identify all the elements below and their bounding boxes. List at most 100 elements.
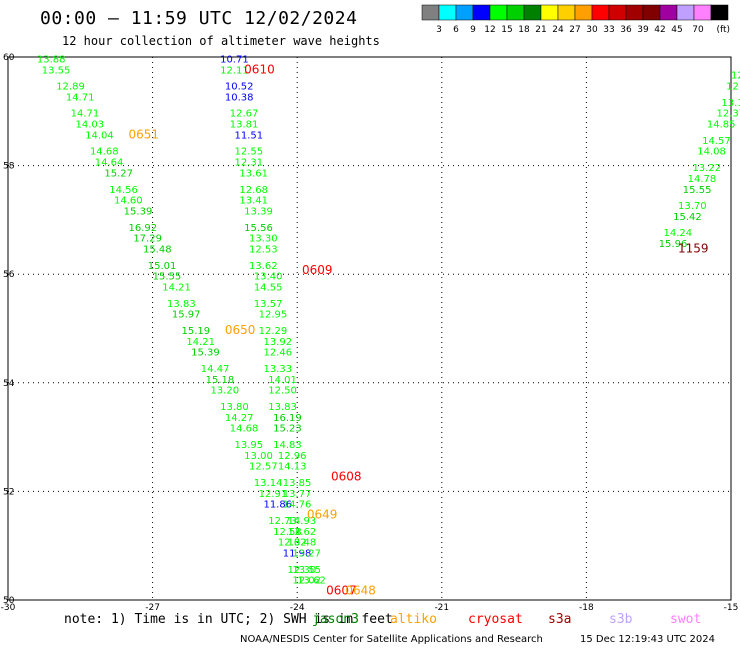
legend-tick-label: 6: [453, 25, 459, 35]
satellite-s3b: s3b: [609, 612, 633, 627]
y-tick-label: 56: [3, 270, 15, 280]
pass-time-label: 1159: [678, 241, 709, 255]
y-tick-label: 52: [3, 487, 14, 497]
wave-height-point: 12.11: [220, 65, 249, 76]
wave-height-point: 12.30: [288, 565, 317, 576]
wave-height-point: 12.67: [230, 109, 259, 120]
wave-height-point: 15.23: [273, 424, 302, 435]
satellite-cryosat: cryosat: [468, 612, 523, 627]
wave-height-point: 12.55: [235, 147, 264, 158]
wave-height-point: 13.33: [263, 364, 292, 375]
wave-height-point: 12.37: [717, 109, 740, 120]
wave-height-point: 17.29: [133, 234, 162, 245]
wave-height-point: 14.24: [664, 228, 693, 239]
wave-height-point: 14.60: [114, 196, 143, 207]
legend-tick-label: 42: [654, 25, 665, 35]
wave-height-point: 12.68: [239, 185, 268, 196]
wave-height-point: 13.83: [167, 299, 196, 310]
wave-height-point: 15.56: [244, 223, 273, 234]
legend-tick-label: 70: [692, 25, 704, 35]
wave-height-point: 13.48: [288, 538, 317, 549]
wave-height-point: 11.86: [263, 500, 292, 511]
satellite-jason3: jason3: [312, 612, 359, 627]
wave-height-point: 15.01: [148, 261, 177, 272]
wave-height-point: 12.46: [263, 348, 292, 359]
x-tick-label: -15: [724, 603, 739, 613]
wave-height-point: 10.52: [225, 82, 254, 93]
pass-time-label: 0607: [326, 584, 357, 598]
wave-height-point: 12: [731, 71, 740, 82]
wave-height-point: 13.77: [283, 489, 312, 500]
wave-height-point: 13.80: [220, 402, 249, 413]
y-tick-label: 50: [3, 596, 15, 606]
wave-height-point: 14.68: [90, 147, 119, 158]
wave-height-point: 13.30: [249, 234, 278, 245]
wave-height-point: 15.19: [182, 326, 211, 337]
legend-unit: (ft): [716, 25, 730, 35]
wave-height-point: 14.56: [109, 185, 138, 196]
legend-tick-label: 36: [620, 25, 632, 35]
wave-height-point: 14.68: [230, 424, 259, 435]
wave-height-point: 14.83: [273, 440, 302, 451]
wave-height-point: 14.55: [254, 282, 283, 293]
pass-time-label: 0608: [331, 470, 362, 484]
wave-height-point: 13.00: [244, 451, 273, 462]
pass-time-label: 0648: [345, 584, 376, 598]
wave-height-point: 13.14: [254, 478, 283, 489]
y-tick-label: 58: [3, 162, 15, 172]
x-tick-label: -21: [434, 603, 449, 613]
legend-tick-label: 24: [552, 25, 564, 35]
wave-height-point: 15.39: [124, 206, 153, 217]
legend-tick-label: 3: [436, 25, 442, 35]
satellite-s3a: s3a: [548, 612, 572, 627]
legend-tick-label: 18: [518, 25, 530, 35]
wave-height-point: 10.71: [220, 54, 249, 65]
pass-time-label: 0609: [302, 263, 333, 277]
wave-height-point: 12.89: [56, 82, 85, 93]
wave-height-point: 15.18: [206, 375, 235, 386]
wave-height-point: 12.31: [235, 158, 264, 169]
wave-height-point: 12.57: [249, 462, 278, 473]
footer-note: note: 1) Time is in UTC; 2) SWH is in fe…: [64, 612, 393, 627]
legend-tick-label: 9: [470, 25, 476, 35]
wave-height-point: 12.62: [278, 538, 307, 549]
satellite-swot: swot: [670, 612, 702, 627]
legend-tick-label: 30: [586, 25, 598, 35]
wave-height-point: 15.55: [153, 272, 182, 283]
wave-height-point: 11.51: [235, 130, 264, 141]
wave-height-point: 12.02: [292, 576, 321, 587]
wave-height-point: 14.03: [75, 120, 104, 131]
wave-height-point: 13.61: [239, 168, 268, 179]
wave-height-point: 13.92: [263, 337, 292, 348]
wave-height-point: 12.73: [268, 516, 297, 527]
wave-height-point: 14.08: [697, 147, 726, 158]
x-tick-label: -27: [145, 603, 160, 613]
wave-height-point: 15.48: [143, 244, 172, 255]
legend-tick-label: 21: [535, 25, 546, 35]
y-tick-label: 54: [3, 379, 15, 389]
x-tick-label: -30: [1, 603, 16, 613]
wave-height-point: 13.27: [292, 549, 321, 560]
wave-height-point: 13.70: [678, 201, 707, 212]
wave-height-point: 12.95: [259, 310, 288, 321]
legend-tick-label: 27: [569, 25, 580, 35]
wave-height-point: 13.85: [283, 478, 312, 489]
wave-height-point: 14.76: [283, 500, 312, 511]
wave-height-point: 15.39: [191, 348, 220, 359]
wave-height-point: 14.01: [268, 375, 297, 386]
footer-credit: NOAA/NESDIS Center for Satellite Applica…: [240, 634, 543, 645]
wave-height-point: 13.22: [692, 163, 721, 174]
wave-height-point: 13.83: [268, 402, 297, 413]
wave-height-point: 14.21: [162, 282, 191, 293]
pass-time-label: 0651: [129, 127, 160, 141]
map-frame: [7, 56, 732, 601]
wave-height-point: 13.95: [235, 440, 264, 451]
legend-tick-label: 45: [671, 25, 682, 35]
wave-height-point: 12.: [726, 82, 740, 93]
wave-height-point: 14.85: [707, 120, 736, 131]
wave-height-point: 13.88: [37, 54, 66, 65]
legend-tick-label: 12: [484, 25, 495, 35]
x-tick-label: -18: [579, 603, 594, 613]
wave-height-point: 15.55: [683, 185, 712, 196]
